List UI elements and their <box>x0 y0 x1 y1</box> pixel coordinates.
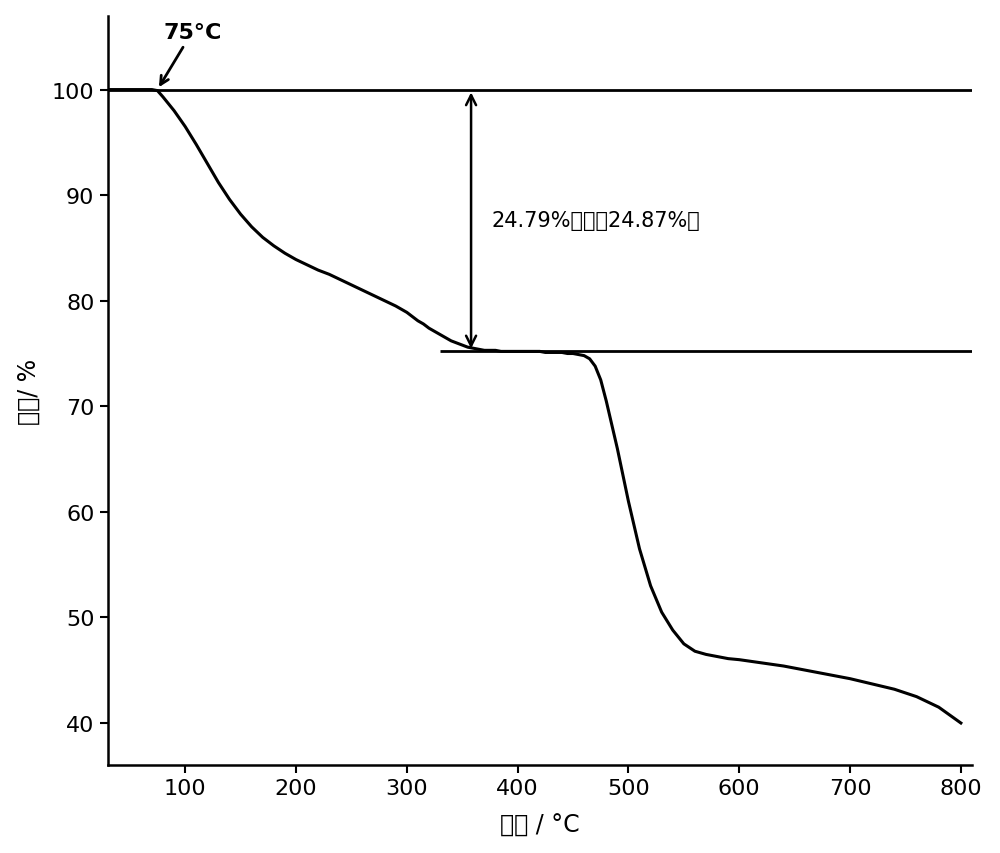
Text: 75°C: 75°C <box>161 23 221 85</box>
Y-axis label: 重量/ %: 重量/ % <box>17 358 41 424</box>
X-axis label: 温度 / °C: 温度 / °C <box>500 812 580 836</box>
Text: 24.79%（理论24.87%）: 24.79%（理论24.87%） <box>491 212 700 231</box>
